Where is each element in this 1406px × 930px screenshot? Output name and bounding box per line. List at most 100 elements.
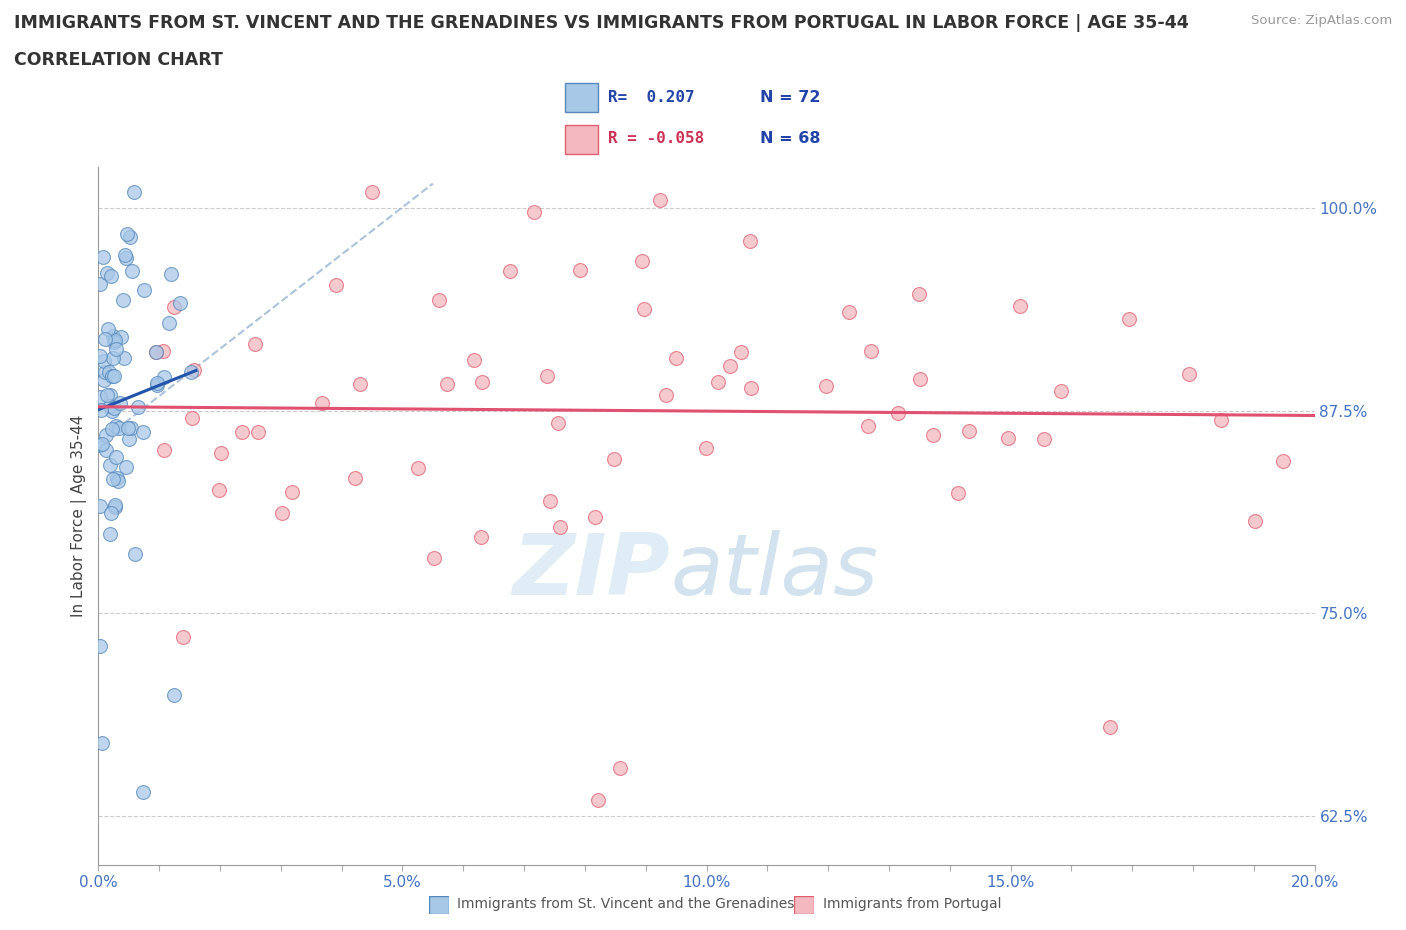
Text: CORRELATION CHART: CORRELATION CHART [14, 51, 224, 69]
Point [463, 352, 485, 367]
Point [568, 262, 591, 277]
Point [630, 253, 652, 268]
Point [406, 461, 429, 476]
Point [470, 529, 492, 544]
Point [122, 184, 145, 199]
Text: Immigrants from St. Vincent and the Grenadines: Immigrants from St. Vincent and the Gren… [457, 897, 794, 911]
Point [1209, 413, 1232, 428]
Point [91, 249, 114, 264]
Point [695, 441, 717, 456]
Point [343, 471, 366, 485]
Point [104, 499, 127, 514]
Point [96, 266, 118, 281]
Point [583, 509, 606, 524]
Point [117, 420, 139, 435]
Point [1178, 367, 1201, 382]
Point [145, 345, 167, 360]
Point [96, 443, 118, 458]
Point [1032, 432, 1054, 446]
Point [633, 301, 655, 316]
Point [718, 359, 741, 374]
Point [946, 485, 969, 500]
Point [887, 405, 910, 420]
Point [838, 305, 860, 320]
Point [586, 792, 609, 807]
Point [90, 736, 112, 751]
Point [1118, 312, 1140, 326]
Point [134, 283, 156, 298]
Point [89, 498, 111, 513]
Point [423, 551, 446, 565]
Point [103, 368, 125, 383]
Point [94, 365, 117, 379]
Point [100, 421, 122, 436]
Point [538, 493, 561, 508]
Point [98, 365, 121, 379]
Point [730, 345, 752, 360]
Point [172, 630, 194, 644]
Point [105, 471, 128, 485]
Point [603, 452, 626, 467]
Point [281, 485, 304, 499]
Point [471, 375, 494, 390]
Point [163, 299, 186, 314]
Point [997, 431, 1019, 445]
Point [100, 269, 122, 284]
Point [856, 418, 879, 433]
Point [89, 639, 111, 654]
Point [1244, 513, 1267, 528]
Text: R = -0.058: R = -0.058 [609, 131, 704, 146]
Point [107, 473, 129, 488]
Text: N = 68: N = 68 [761, 131, 821, 146]
Point [209, 445, 232, 460]
Point [523, 205, 546, 219]
Point [499, 263, 522, 278]
Bar [565, 84, 599, 113]
Point [98, 398, 121, 413]
Text: N = 72: N = 72 [761, 90, 821, 105]
Point [180, 410, 202, 425]
Point [648, 193, 671, 207]
Point [349, 377, 371, 392]
Point [271, 506, 294, 521]
Point [169, 296, 191, 311]
Point [98, 526, 121, 541]
Point [311, 395, 333, 410]
Point [157, 316, 180, 331]
Bar [565, 125, 599, 154]
Point [547, 416, 569, 431]
Point [115, 459, 138, 474]
Point [94, 427, 117, 442]
Point [655, 388, 678, 403]
Point [98, 388, 121, 403]
Text: Source: ZipAtlas.com: Source: ZipAtlas.com [1251, 14, 1392, 27]
Point [101, 404, 124, 418]
Point [105, 449, 128, 464]
Point [103, 351, 125, 365]
Point [118, 432, 141, 446]
Point [117, 227, 139, 242]
Point [115, 250, 138, 265]
Point [706, 374, 728, 389]
Point [815, 379, 838, 393]
Point [127, 399, 149, 414]
Point [245, 337, 267, 352]
Point [183, 363, 205, 378]
Point [103, 401, 125, 416]
Point [160, 267, 183, 282]
Point [908, 372, 931, 387]
Point [609, 760, 631, 775]
Point [100, 506, 122, 521]
Point [921, 428, 943, 443]
Point [957, 424, 980, 439]
Point [665, 350, 688, 365]
Point [208, 483, 231, 498]
Point [114, 351, 136, 365]
Point [89, 438, 111, 453]
Point [231, 424, 253, 439]
Point [361, 184, 384, 199]
Point [101, 472, 124, 486]
Point [131, 785, 153, 800]
Point [153, 443, 176, 458]
Point [132, 425, 155, 440]
